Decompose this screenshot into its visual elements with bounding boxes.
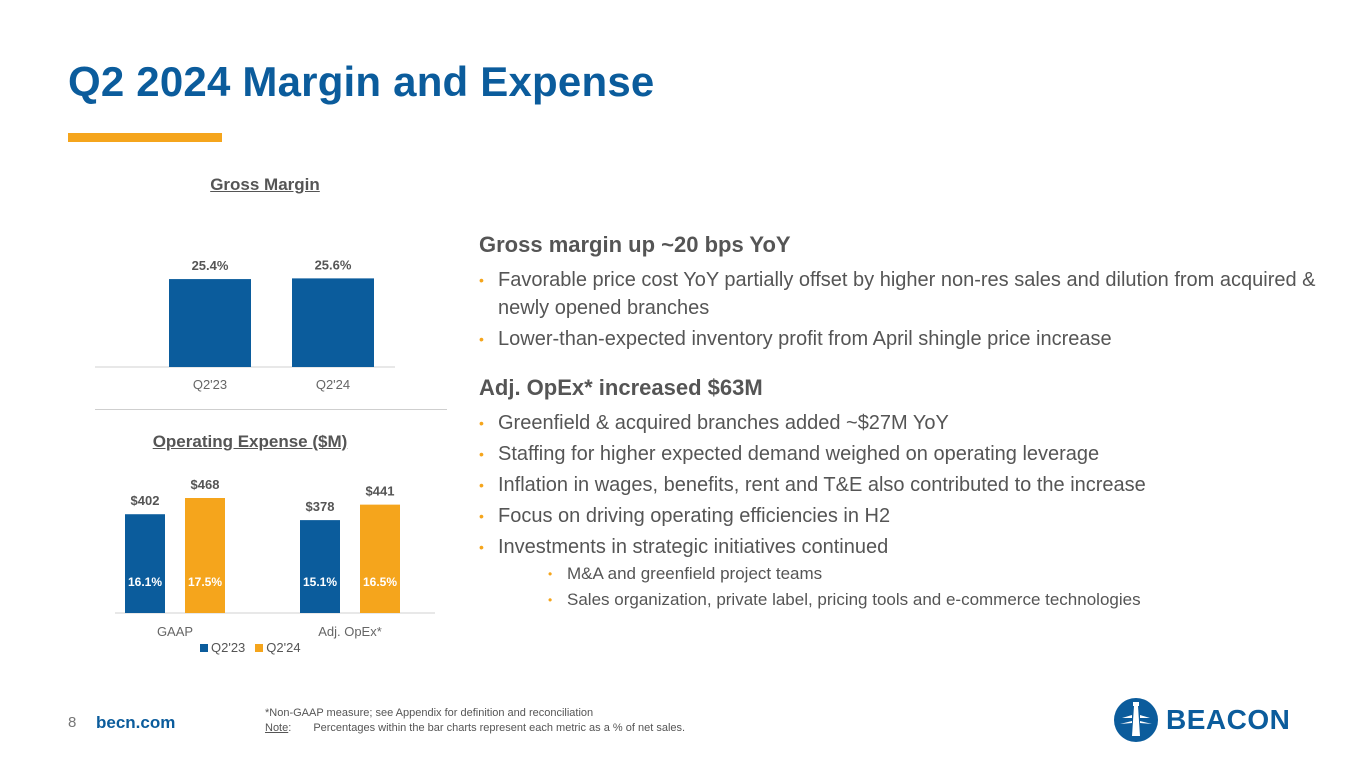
site-link[interactable]: becn.com [96,713,176,732]
page-number: 8 [68,714,77,731]
bullet-item-label: Investments in strategic initiatives con… [498,536,889,558]
bullet-item: Focus on driving operating efficiencies … [479,502,1319,530]
gross-margin-heading: Gross margin up ~20 bps YoY [479,232,791,257]
bullet-item: Staffing for higher expected demand weig… [479,440,1319,468]
logo-text: BEACON [1166,704,1291,735]
beacon-lighthouse-logo-icon [1114,698,1158,742]
legend-item-q2-24: Q2'24 [255,640,301,655]
opex-chart: $402 16.1% $468 17.5% GAAP $378 15.1% $441 16.5%… [115,477,435,639]
note-colon: : [288,722,292,734]
sub-bullets: M&A and greenfield project teams Sales o… [498,561,1319,613]
page-title: Q2 2024 Margin and Expense [68,58,655,105]
bullet-item: Favorable price cost YoY partially offse… [479,266,1319,322]
gm-value-label: 25.4% [192,258,229,273]
note-text: Percentages within the bar charts repres… [313,722,686,734]
opex-value-label: $468 [191,477,220,492]
opex-bar [360,504,400,613]
opex-legend: Q2'23 Q2'24 [200,640,301,655]
bullet-item-with-sub: Investments in strategic initiatives con… [479,533,1319,613]
opex-bar [300,520,340,613]
opex-pct-label: 17.5% [188,575,222,589]
opex-pct-label: 15.1% [303,575,337,589]
opex-value-label: $402 [131,493,160,508]
opex-bar [125,514,165,613]
commentary-panel: Gross margin up ~20 bps YoY Favorable pr… [479,232,1319,635]
opex-bar [185,498,225,613]
footnote-note: Note: Percentages within the bar charts r… [265,721,685,736]
opex-category-label: Adj. OpEx* [318,624,382,639]
gm-bar [169,279,251,367]
gm-category-label: Q2'24 [316,377,350,392]
bullet-item: Greenfield & acquired branches added ~$2… [479,409,1319,437]
gross-margin-chart-title: Gross Margin [210,175,320,194]
gm-value-label: 25.6% [315,257,352,272]
gross-margin-bullets: Favorable price cost YoY partially offse… [479,266,1319,353]
opex-value-label: $378 [306,499,335,514]
opex-pct-label: 16.1% [128,575,162,589]
footnote-line: *Non-GAAP measure; see Appendix for defi… [265,707,594,719]
opex-value-label: $441 [366,484,395,499]
opex-heading: Adj. OpEx* increased $63M [479,375,763,400]
legend-label-q2-23: Q2'23 [211,640,246,655]
note-label: Note [265,722,289,734]
bullet-item: Inflation in wages, benefits, rent and T… [479,471,1319,499]
gross-margin-section: Gross margin up ~20 bps YoY Favorable pr… [479,232,1319,353]
opex-category-label: GAAP [157,624,193,639]
title-accent-bar [68,133,222,142]
legend-label-q2-24: Q2'24 [266,640,301,655]
footnote: *Non-GAAP measure; see Appendix for defi… [265,706,685,736]
beacon-logo: BEACON [1112,696,1290,744]
gm-bar [292,278,374,367]
chart-divider [95,409,447,410]
sub-bullet-item: M&A and greenfield project teams [548,561,1319,587]
opex-bullets: Greenfield & acquired branches added ~$2… [479,409,1319,613]
gross-margin-chart: 25.4% Q2'23 25.6% Q2'24 [95,257,395,392]
opex-chart-title: Operating Expense ($M) [152,432,348,451]
opex-section: Adj. OpEx* increased $63M Greenfield & a… [479,375,1319,613]
bullet-item: Lower-than-expected inventory profit fro… [479,325,1319,353]
legend-item-q2-23: Q2'23 [200,640,245,655]
opex-pct-label: 16.5% [363,575,397,589]
gm-category-label: Q2'23 [193,377,227,392]
sub-bullet-item: Sales organization, private label, prici… [548,587,1319,613]
legend-swatch-q2-23 [200,643,208,652]
legend-swatch-q2-24 [255,643,264,652]
